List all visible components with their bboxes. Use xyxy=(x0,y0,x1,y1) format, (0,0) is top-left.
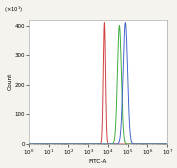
Y-axis label: Count: Count xyxy=(8,73,13,91)
Text: $(\times 10^{1})$: $(\times 10^{1})$ xyxy=(4,4,23,15)
X-axis label: FITC-A: FITC-A xyxy=(89,159,107,164)
